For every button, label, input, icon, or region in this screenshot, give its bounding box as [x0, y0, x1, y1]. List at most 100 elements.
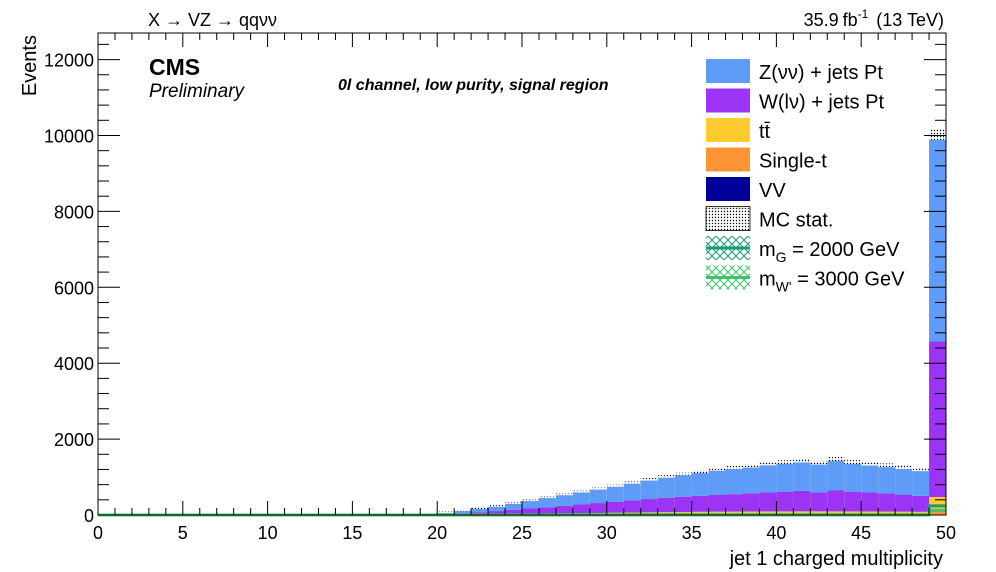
y-axis: 0 2000 4000 6000 8000 10000 12000	[44, 43, 946, 526]
bar-zvv-bin-28	[572, 491, 590, 505]
legend-label-mcstat: MC stat.	[759, 210, 833, 232]
bar-ttbar-bin-33	[657, 512, 675, 514]
bar-zvv-bin-37	[725, 467, 743, 495]
bar-wlv-bin-46	[878, 493, 896, 512]
bar-wlv-bin-22	[471, 512, 489, 515]
cms-label: CMS	[149, 54, 200, 80]
bar-wlv-bin-44	[844, 491, 862, 512]
bar-zvv-bin-41	[793, 460, 811, 491]
x-tick-label: 35	[682, 523, 702, 543]
bar-wlv-bin-38	[742, 493, 760, 512]
bar-wlv-bin-25	[522, 508, 539, 514]
bar-wlv-bin-37	[725, 494, 743, 512]
x-tick-label: 40	[766, 523, 786, 543]
mc-stat-bin-37	[725, 466, 743, 470]
x-axis-label: jet 1 charged multiplicity	[729, 548, 943, 570]
bar-ttbar-bin-45	[861, 511, 879, 514]
legend-label-wlv: W(lν) + jets Pt	[759, 92, 884, 114]
bar-wlv-bin-29	[589, 503, 607, 513]
legend-label-ttbar: tt̄	[759, 121, 771, 143]
mc-stat-bin-25	[522, 499, 539, 501]
legend-label-sig2: mW' = 3000 GeV	[759, 269, 905, 295]
bar-zvv-bin-42	[810, 462, 828, 493]
bar-wlv-bin-23	[488, 511, 506, 515]
bar-wlv-bin-43	[827, 490, 845, 512]
bar-ttbar-bin-36	[708, 511, 726, 514]
legend-swatch-zvv	[706, 59, 750, 83]
lumi-value: 35.9	[804, 10, 839, 30]
process-label: X → VZ → qqνν	[148, 10, 277, 30]
mc-stat-bin-27	[555, 493, 573, 496]
bar-ttbar-bin-34	[674, 512, 692, 514]
mc-stat-bin-34	[674, 472, 692, 476]
y-tick-label: 6000	[54, 278, 94, 298]
x-tick-label: 30	[597, 523, 617, 543]
mc-stat-band	[386, 129, 946, 517]
legend-label-vv: VV	[759, 180, 786, 202]
bar-ttbar-bin-37	[725, 511, 743, 514]
bar-wlv-bin-32	[640, 499, 658, 513]
bar-zvv-bin-27	[555, 494, 573, 506]
bar-zvv-bin-35	[691, 471, 709, 496]
y-tick-label: 4000	[54, 354, 94, 374]
legend-swatch-singlet	[706, 147, 750, 172]
mc-stat-bin-28	[572, 490, 590, 493]
y-axis-label: Events	[19, 35, 41, 96]
bar-wlv-bin-42	[810, 492, 828, 512]
bar-zvv-bin-32	[640, 479, 658, 500]
legend: Z(νν) + jets Pt W(lν) + jets Pt tt̄ Single-…	[705, 59, 905, 295]
bar-zvv-bin-30	[606, 485, 624, 502]
mc-stat-bin-43	[827, 457, 845, 461]
legend-swatch-vv	[706, 177, 750, 201]
bar-zvv-bin-23	[488, 505, 506, 512]
x-tick-label: 5	[178, 523, 188, 543]
mc-stat-bin-22	[471, 507, 489, 510]
lumi-unit: fb	[843, 10, 858, 30]
bar-wlv-bin-49	[929, 341, 946, 498]
mc-stat-bin-36	[708, 467, 726, 471]
mc-stat-bin-38	[742, 464, 760, 468]
bar-ttbar-bin-49	[929, 497, 946, 509]
bar-wlv-bin-30	[606, 501, 624, 513]
lumi-exponent: -1	[858, 7, 869, 21]
x-tick-label: 25	[512, 523, 532, 543]
bar-wlv-bin-28	[572, 504, 590, 514]
bar-zvv-bin-34	[674, 474, 692, 497]
bar-zvv-bin-36	[708, 469, 726, 495]
x-tick-label: 20	[427, 523, 447, 543]
y-tick-label: 10000	[44, 126, 94, 146]
bar-wlv-bin-39	[759, 492, 777, 512]
bar-zvv-bin-44	[844, 462, 862, 492]
bar-zvv-bin-22	[471, 507, 489, 513]
bar-wlv-bin-26	[538, 507, 556, 514]
channel-label: 0l channel, low purity, signal region	[338, 77, 609, 94]
bar-zvv-bin-43	[827, 459, 845, 491]
y-tick-label: 0	[84, 506, 94, 526]
bar-zvv-bin-38	[742, 465, 760, 494]
bar-zvv-bin-24	[505, 503, 522, 510]
bar-zvv-bin-47	[895, 467, 913, 495]
mc-stat-bin-47	[895, 465, 913, 470]
x-tick-label: 15	[342, 523, 362, 543]
mc-stat-bin-49	[929, 129, 946, 140]
x-tick-label: 10	[258, 523, 278, 543]
bar-ttbar-bin-44	[844, 511, 862, 514]
bar-ttbar-bin-38	[742, 511, 760, 514]
mc-stat-bin-30	[606, 484, 624, 487]
bar-ttbar-bin-42	[810, 511, 828, 514]
bar-ttbar-bin-35	[691, 511, 709, 514]
x-axis: 0 5 10 15 20 25 30 35 40 45 50	[93, 33, 956, 543]
bar-zvv-bin-26	[538, 497, 556, 508]
bar-zvv-bin-31	[623, 482, 641, 501]
stacked-histogram	[386, 134, 946, 516]
mc-stat-bin-44	[844, 460, 862, 464]
bar-zvv-bin-46	[878, 465, 896, 494]
y-tick-label: 12000	[44, 51, 94, 71]
mc-stat-bin-26	[538, 496, 556, 499]
bar-wlv-bin-45	[861, 492, 879, 512]
bar-zvv-bin-39	[759, 463, 777, 493]
mc-stat-bin-21	[454, 509, 472, 512]
mc-stat-bin-32	[640, 478, 658, 481]
mc-stat-bin-24	[505, 502, 522, 504]
